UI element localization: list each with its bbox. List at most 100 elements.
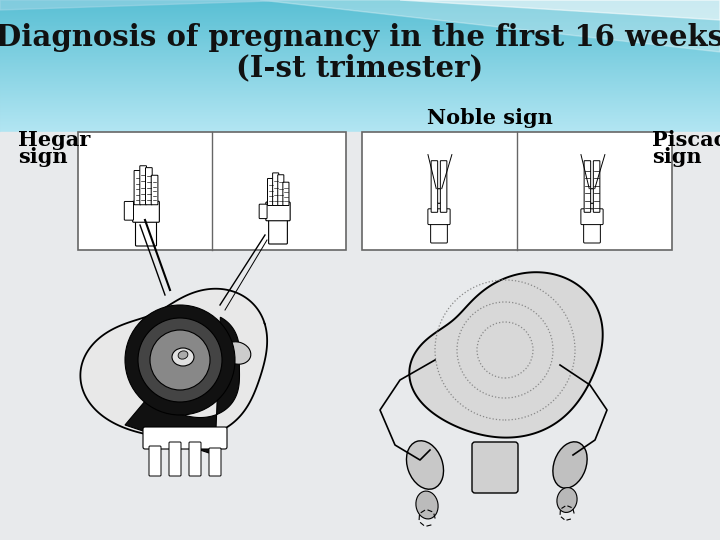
Bar xyxy=(0,78,720,79)
Bar xyxy=(0,41,720,42)
Bar xyxy=(0,117,720,118)
Bar xyxy=(0,58,720,59)
Bar xyxy=(0,84,720,85)
Bar xyxy=(0,128,720,129)
Bar xyxy=(0,25,720,26)
Bar xyxy=(0,30,720,31)
Bar xyxy=(0,132,720,540)
FancyBboxPatch shape xyxy=(145,167,152,205)
Bar xyxy=(0,95,720,96)
Bar xyxy=(0,5,720,6)
Bar xyxy=(0,28,720,29)
Bar xyxy=(0,70,720,71)
Bar xyxy=(0,47,720,48)
Bar xyxy=(0,73,720,74)
Bar xyxy=(0,2,720,3)
FancyBboxPatch shape xyxy=(584,221,600,243)
Bar xyxy=(0,106,720,107)
FancyBboxPatch shape xyxy=(209,448,221,476)
Bar xyxy=(0,46,720,47)
FancyBboxPatch shape xyxy=(189,442,201,476)
Bar xyxy=(0,123,720,124)
Bar xyxy=(0,112,720,113)
Bar xyxy=(0,72,720,73)
Bar xyxy=(0,6,720,7)
Bar xyxy=(0,32,720,33)
Bar xyxy=(0,12,720,13)
Bar xyxy=(0,44,720,45)
Bar xyxy=(0,121,720,122)
Bar xyxy=(0,42,720,43)
Bar xyxy=(0,11,720,12)
Bar xyxy=(0,89,720,90)
Text: Noble sign: Noble sign xyxy=(427,108,553,128)
FancyBboxPatch shape xyxy=(268,178,274,206)
Bar xyxy=(0,51,720,52)
Bar xyxy=(0,87,720,88)
Bar xyxy=(0,57,720,58)
FancyBboxPatch shape xyxy=(135,218,156,246)
Bar xyxy=(0,105,720,106)
Bar xyxy=(0,49,720,50)
Bar xyxy=(0,18,720,19)
Bar xyxy=(0,98,720,99)
Bar xyxy=(0,62,720,63)
FancyBboxPatch shape xyxy=(143,427,227,449)
Bar xyxy=(0,8,720,9)
Bar xyxy=(0,97,720,98)
FancyBboxPatch shape xyxy=(134,171,141,205)
FancyBboxPatch shape xyxy=(283,182,289,206)
Bar xyxy=(0,77,720,78)
Bar xyxy=(0,85,720,86)
Bar xyxy=(0,101,720,102)
Bar xyxy=(0,104,720,105)
Bar xyxy=(0,90,720,91)
FancyBboxPatch shape xyxy=(431,221,447,243)
Text: Hegar: Hegar xyxy=(18,130,90,150)
Ellipse shape xyxy=(553,442,587,488)
FancyBboxPatch shape xyxy=(259,204,267,219)
Bar xyxy=(0,52,720,53)
Bar xyxy=(0,115,720,116)
Ellipse shape xyxy=(172,348,194,366)
Bar xyxy=(0,102,720,103)
Bar xyxy=(0,82,720,83)
FancyBboxPatch shape xyxy=(151,176,158,205)
Bar xyxy=(0,65,720,66)
Bar xyxy=(0,94,720,95)
FancyBboxPatch shape xyxy=(593,161,600,212)
Bar xyxy=(0,0,720,1)
Bar xyxy=(362,132,672,250)
Bar xyxy=(0,15,720,16)
Bar xyxy=(78,132,346,250)
Text: sign: sign xyxy=(18,147,68,167)
Bar xyxy=(0,40,720,41)
Bar xyxy=(0,111,720,112)
Bar xyxy=(0,118,720,119)
Circle shape xyxy=(125,305,235,415)
Bar xyxy=(0,21,720,22)
FancyBboxPatch shape xyxy=(269,216,287,244)
Bar xyxy=(0,43,720,44)
Bar xyxy=(0,127,720,128)
FancyBboxPatch shape xyxy=(472,442,518,493)
Bar xyxy=(0,27,720,28)
Bar xyxy=(0,93,720,94)
Bar xyxy=(0,13,720,14)
Bar xyxy=(0,83,720,84)
Ellipse shape xyxy=(557,488,577,512)
Bar xyxy=(0,126,720,127)
Bar xyxy=(0,45,720,46)
Bar xyxy=(0,120,720,121)
Polygon shape xyxy=(81,289,267,438)
Bar xyxy=(0,7,720,8)
FancyBboxPatch shape xyxy=(132,201,159,222)
Bar xyxy=(0,23,720,24)
Polygon shape xyxy=(400,0,720,20)
Bar xyxy=(0,29,720,30)
Bar xyxy=(0,114,720,115)
Bar xyxy=(0,108,720,109)
Bar xyxy=(0,26,720,27)
Bar xyxy=(0,81,720,82)
FancyBboxPatch shape xyxy=(278,175,284,206)
